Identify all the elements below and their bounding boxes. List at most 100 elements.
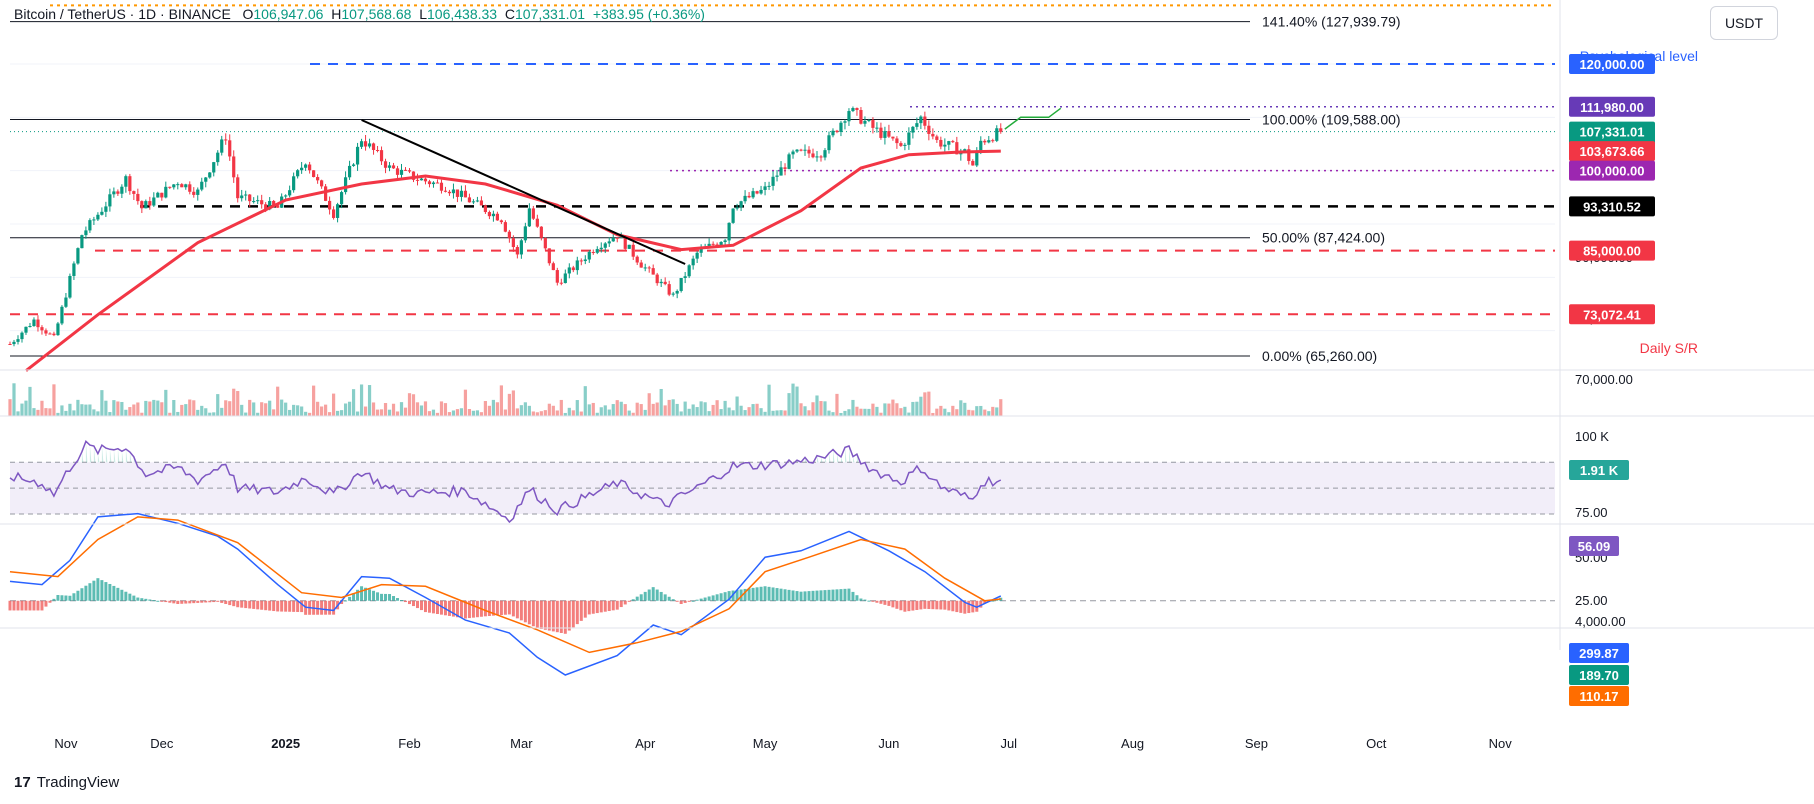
candle-body <box>687 265 691 277</box>
macd-hist-bar <box>603 600 607 612</box>
candle-body <box>36 319 40 328</box>
volume-bar <box>284 402 288 416</box>
volume-bar <box>399 402 404 416</box>
volume-bar <box>383 403 388 416</box>
volume-bar <box>615 400 619 416</box>
volume-bar <box>619 401 623 416</box>
volume-bar <box>503 409 507 416</box>
candle-body <box>284 195 288 197</box>
macd-hist-bar <box>767 586 771 601</box>
volume-bar <box>371 402 376 416</box>
macd-hist-bar <box>204 600 208 603</box>
candle-body <box>631 244 635 257</box>
volume-bar <box>779 410 783 416</box>
macd-hist-bar <box>871 600 875 602</box>
volume-bar <box>627 410 631 416</box>
macd-hist-bar <box>983 600 987 604</box>
price-tag-text: 73,072.41 <box>1583 307 1641 322</box>
fib-label-0: 141.40% (127,939.79) <box>1262 14 1401 30</box>
symbol-title[interactable]: Bitcoin / TetherUS · 1D · BINANCE <box>14 6 231 22</box>
price-tag-bg <box>1569 141 1655 162</box>
macd-hist-bar <box>380 593 384 601</box>
candle-body <box>479 200 484 206</box>
macd-tick: 4,000.00 <box>1575 614 1626 629</box>
macd-hist-bar <box>224 600 228 604</box>
volume-bar <box>451 410 456 416</box>
macd-hist-bar <box>891 600 895 608</box>
volume-bar <box>543 410 547 416</box>
candle-body <box>208 172 212 178</box>
volume-bar <box>623 404 627 416</box>
candle-body <box>116 191 120 194</box>
volume-bar <box>783 410 787 416</box>
candle-body <box>727 222 731 241</box>
volume-bar <box>419 405 424 416</box>
candle-body <box>831 130 835 136</box>
candle-body <box>951 141 955 143</box>
candle-body <box>815 156 819 158</box>
price-tag-6: 85,000.00 <box>1569 240 1655 261</box>
macd-hist-bar <box>292 600 296 612</box>
macd-hist-bar <box>943 600 947 610</box>
macd-hist-bar <box>859 598 863 601</box>
candle-body <box>228 140 232 157</box>
volume-bar <box>220 407 224 416</box>
volume-bar <box>216 394 220 416</box>
volume-bar <box>787 393 791 416</box>
macd-hist-bar <box>248 600 252 609</box>
candle-body <box>100 211 104 215</box>
macd-hist-bar <box>415 600 419 609</box>
rsi-last-tag: 56.09 <box>1569 536 1619 556</box>
macd-hist-bar <box>847 588 851 601</box>
candle-body <box>351 164 356 166</box>
pane-separators <box>0 0 1814 650</box>
macd-hist-bar <box>751 587 755 601</box>
macd-hist-bar <box>927 600 931 610</box>
volume-bar <box>88 404 92 416</box>
time-axis[interactable]: Nov Dec 2025 Feb Mar Apr May Jun Jul Aug Sep Oct Nov <box>54 736 1512 751</box>
candle-body <box>611 237 615 242</box>
macd-macd-tag: 299.87 <box>1569 643 1629 663</box>
volume-bar <box>763 411 767 416</box>
macd-hist-bar <box>404 600 408 603</box>
volume-bar <box>331 393 336 416</box>
candle-body <box>571 267 575 271</box>
volume-bar <box>883 403 887 416</box>
currency-unit-button[interactable]: USDT <box>1710 6 1778 40</box>
macd-hist-bar <box>300 600 304 613</box>
macd-hist-bar <box>795 591 799 601</box>
price-tag-4: 100,000.00 <box>1569 160 1655 181</box>
macd-hist-bar <box>435 600 439 615</box>
volume-bar <box>355 411 360 416</box>
downtrend-line[interactable] <box>361 119 686 265</box>
volume-bar <box>60 405 64 416</box>
macd-hist-bar <box>719 593 723 601</box>
macd-hist-bar <box>408 600 412 605</box>
price-candles <box>8 106 1003 347</box>
candle-body <box>695 252 699 259</box>
time-tick-0: Nov <box>54 736 78 751</box>
candle-body <box>839 122 843 132</box>
price-pane[interactable]: 141.40% (127,939.79) 100.00% (109,588.00)… <box>8 4 1698 372</box>
volume-bar <box>240 404 244 416</box>
volume-bar <box>671 399 675 416</box>
volume-bar <box>176 411 180 416</box>
macd-hist-bar <box>316 600 320 615</box>
volume-bar <box>739 405 743 416</box>
macd-hist-bar <box>975 600 979 612</box>
low-value: 106,438.33 <box>427 6 498 22</box>
volume-bar <box>144 400 148 416</box>
price-tag-bg <box>1569 240 1655 261</box>
close-value: 107,331.01 <box>515 6 586 22</box>
price-axis[interactable]: 110,000.0090,000.0080,000.0070,000.00120… <box>1569 54 1655 706</box>
macd-hist-bar <box>236 600 240 608</box>
candle-body <box>759 189 763 194</box>
macd-hist-bar <box>819 590 823 601</box>
volume-bar <box>471 410 476 416</box>
candle-body <box>863 120 867 124</box>
candle-body <box>44 330 48 334</box>
macd-hist-bar <box>803 591 807 601</box>
tradingview-brand[interactable]: 17 TradingView <box>14 774 119 791</box>
macd-hist-bar <box>491 600 495 616</box>
